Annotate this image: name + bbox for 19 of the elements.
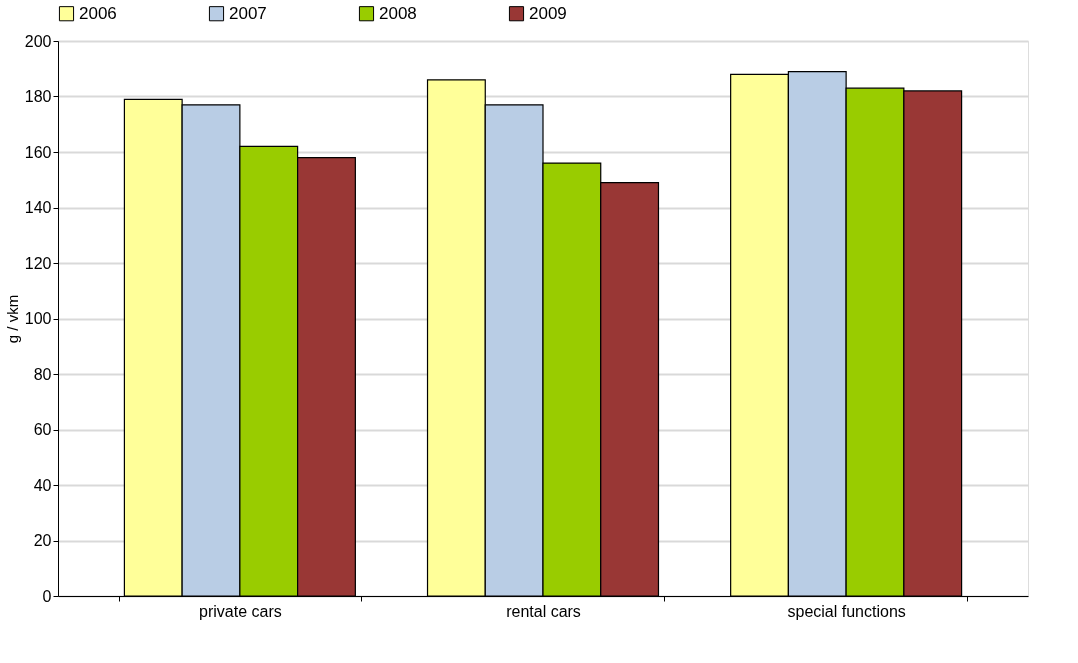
- y-tick-label: 80: [33, 365, 52, 383]
- y-tick-label: 20: [33, 532, 52, 549]
- x-tick-label: rental cars: [506, 602, 581, 620]
- legend-label: 2009: [529, 3, 567, 23]
- y-tick-label: 200: [24, 32, 52, 50]
- y-tick-label: 140: [24, 199, 52, 216]
- y-tick-label: 120: [24, 254, 52, 272]
- y-tick-label: 160: [24, 143, 52, 161]
- x-tick-label: special functions: [787, 602, 906, 620]
- y-tick-label: 180: [24, 88, 52, 105]
- legend-label: 2006: [79, 3, 117, 23]
- y-tick-label: 100: [24, 310, 52, 327]
- y-tick-label: 0: [42, 587, 52, 605]
- y-tick-label: 40: [33, 476, 52, 494]
- legend-label: 2008: [379, 3, 417, 23]
- y-tick-label: 60: [33, 421, 52, 438]
- y-axis-title: g / vkm: [3, 294, 21, 344]
- x-tick-label: private cars: [199, 602, 282, 620]
- legend-label: 2007: [229, 3, 267, 23]
